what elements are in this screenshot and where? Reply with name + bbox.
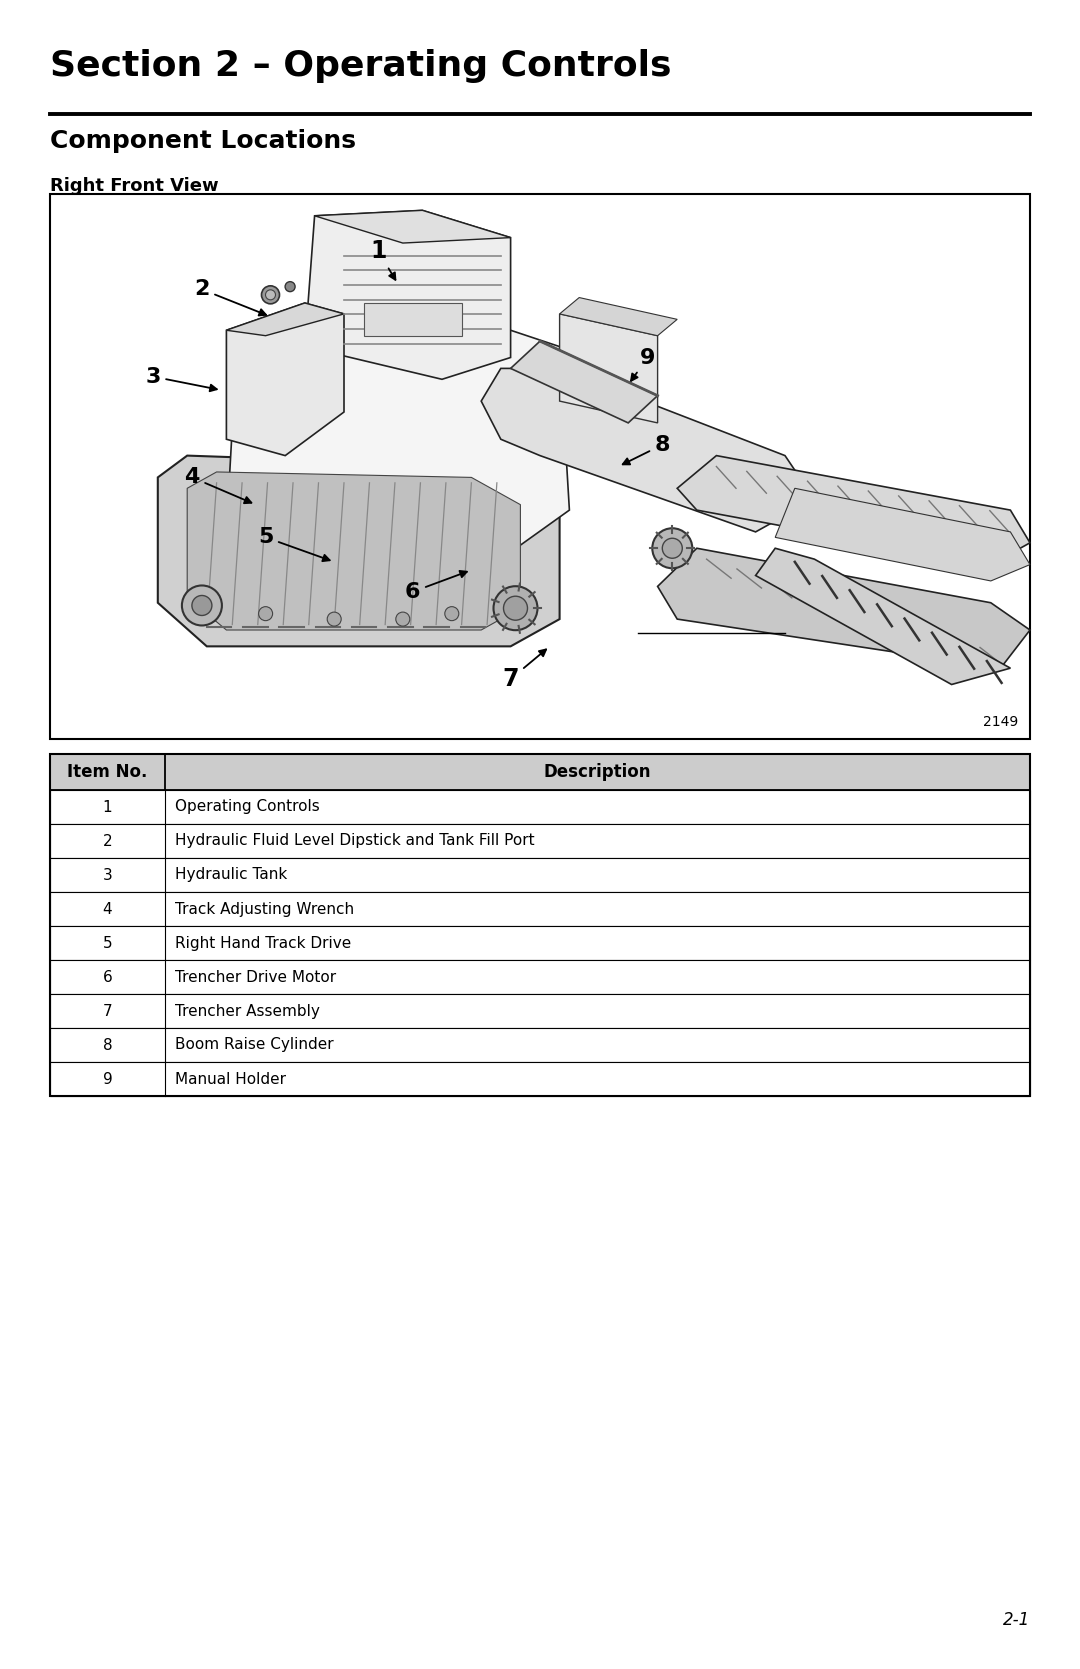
Polygon shape	[227, 314, 569, 576]
Text: 4: 4	[185, 467, 252, 504]
Text: 4: 4	[103, 901, 112, 916]
Polygon shape	[756, 547, 1011, 684]
Text: Right Front View: Right Front View	[50, 177, 218, 195]
Text: Manual Holder: Manual Holder	[175, 1071, 286, 1087]
Polygon shape	[364, 304, 461, 335]
Text: Item No.: Item No.	[67, 763, 148, 781]
Bar	[50, 789, 1030, 824]
Circle shape	[192, 596, 212, 616]
Circle shape	[261, 285, 280, 304]
Text: 8: 8	[623, 434, 671, 464]
Text: 8: 8	[103, 1038, 112, 1053]
Polygon shape	[314, 210, 511, 244]
Text: 7: 7	[502, 649, 546, 691]
Polygon shape	[559, 314, 658, 422]
Text: Trencher Assembly: Trencher Assembly	[175, 1003, 320, 1018]
Text: 6: 6	[103, 970, 112, 985]
Text: 3: 3	[103, 868, 112, 883]
Text: 1: 1	[103, 799, 112, 814]
Text: 9: 9	[103, 1071, 112, 1087]
Text: Track Adjusting Wrench: Track Adjusting Wrench	[175, 901, 354, 916]
Circle shape	[445, 606, 459, 621]
Bar	[50, 995, 1030, 1028]
Text: Operating Controls: Operating Controls	[175, 799, 320, 814]
Circle shape	[285, 282, 295, 292]
Polygon shape	[511, 340, 658, 422]
Polygon shape	[559, 297, 677, 335]
Text: 2-1: 2-1	[1002, 1611, 1030, 1629]
Circle shape	[258, 606, 272, 621]
Text: 5: 5	[103, 936, 112, 951]
Text: 1: 1	[370, 239, 395, 280]
Bar	[50, 858, 1030, 891]
Bar	[50, 1061, 1030, 1097]
Polygon shape	[677, 456, 1030, 564]
Text: Description: Description	[543, 763, 651, 781]
Text: Component Locations: Component Locations	[50, 129, 356, 154]
Bar	[50, 754, 1030, 789]
Text: 2: 2	[103, 833, 112, 848]
Text: 3: 3	[145, 367, 217, 391]
Text: Section 2 – Operating Controls: Section 2 – Operating Controls	[50, 48, 672, 83]
Polygon shape	[305, 210, 511, 379]
Bar	[50, 824, 1030, 858]
Text: Right Hand Track Drive: Right Hand Track Drive	[175, 936, 351, 951]
Polygon shape	[658, 547, 1030, 668]
Text: 2149: 2149	[983, 714, 1018, 729]
Bar	[50, 960, 1030, 995]
Text: 5: 5	[258, 527, 329, 561]
Polygon shape	[227, 304, 345, 456]
Polygon shape	[187, 472, 521, 629]
Circle shape	[662, 537, 683, 557]
Text: 6: 6	[405, 571, 467, 603]
Polygon shape	[158, 456, 559, 646]
Text: Hydraulic Tank: Hydraulic Tank	[175, 868, 287, 883]
Bar	[50, 891, 1030, 926]
Circle shape	[181, 586, 221, 626]
Circle shape	[652, 529, 692, 567]
Bar	[50, 1028, 1030, 1061]
Polygon shape	[482, 369, 814, 532]
Polygon shape	[775, 489, 1030, 581]
Circle shape	[494, 586, 538, 631]
Bar	[50, 926, 1030, 960]
Text: 9: 9	[631, 347, 656, 381]
Circle shape	[395, 613, 409, 626]
Circle shape	[503, 596, 527, 621]
Circle shape	[266, 290, 275, 300]
Bar	[50, 194, 1030, 739]
Text: 7: 7	[103, 1003, 112, 1018]
Polygon shape	[227, 304, 345, 335]
Text: 2: 2	[194, 279, 266, 315]
Text: Boom Raise Cylinder: Boom Raise Cylinder	[175, 1038, 334, 1053]
Circle shape	[327, 613, 341, 626]
Text: Hydraulic Fluid Level Dipstick and Tank Fill Port: Hydraulic Fluid Level Dipstick and Tank …	[175, 833, 535, 848]
Text: Trencher Drive Motor: Trencher Drive Motor	[175, 970, 336, 985]
Bar	[50, 754, 1030, 1097]
